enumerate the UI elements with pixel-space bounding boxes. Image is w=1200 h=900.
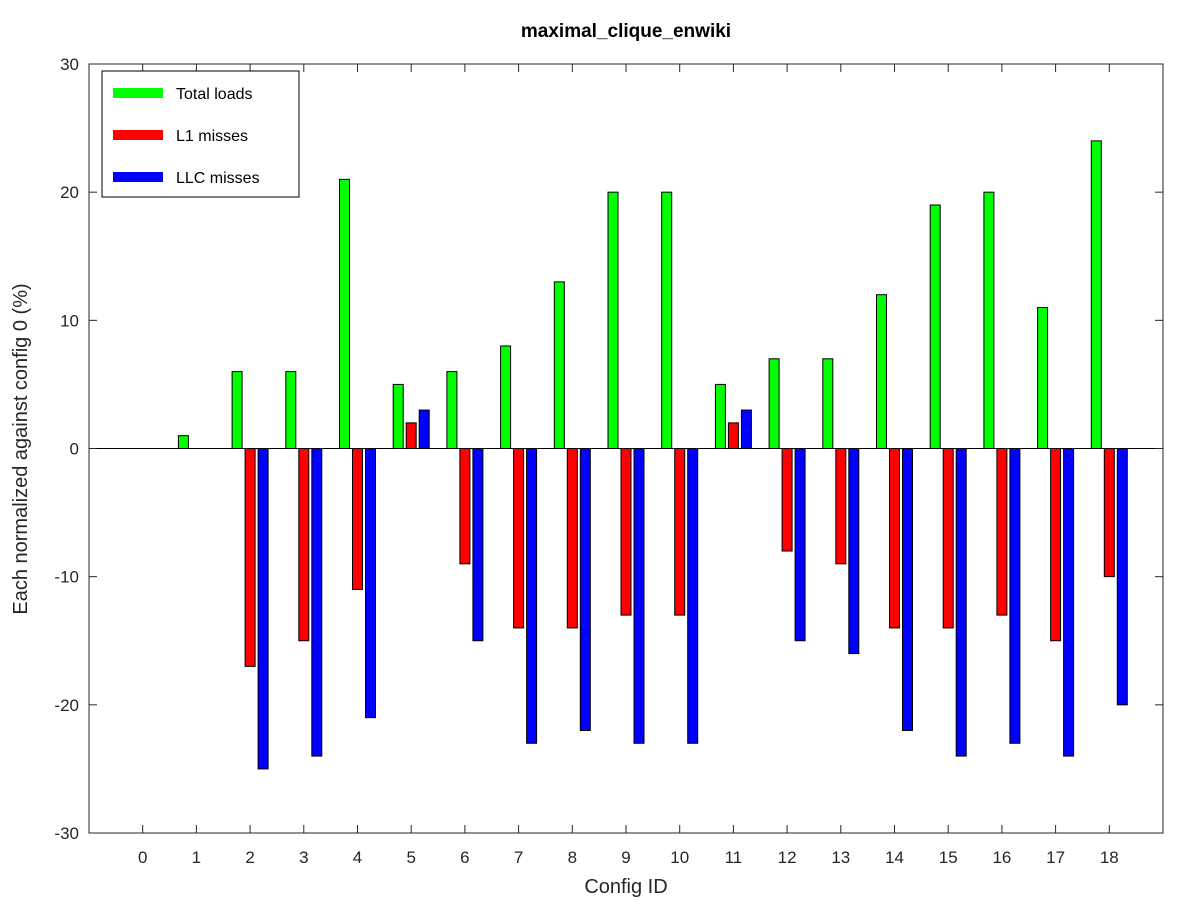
x-axis-label: Config ID bbox=[584, 876, 667, 898]
bar-total-loads-config-11 bbox=[714, 383, 726, 449]
x-tick-label: 16 bbox=[992, 848, 1011, 867]
bar-llc-misses-config-13 bbox=[848, 448, 860, 655]
x-tick-label: 17 bbox=[1046, 848, 1065, 867]
bar-l1-misses-config-5 bbox=[405, 422, 417, 450]
bar-total-loads-config-18 bbox=[1090, 140, 1102, 449]
x-tick-label: 4 bbox=[353, 848, 362, 867]
x-tick-label: 0 bbox=[138, 848, 147, 867]
bar-total-loads-config-13 bbox=[822, 358, 834, 449]
bar-total-loads-config-15 bbox=[929, 204, 941, 449]
bar-llc-misses-config-5 bbox=[418, 409, 430, 449]
x-tick-label: 3 bbox=[299, 848, 308, 867]
chart-title: maximal_clique_enwiki bbox=[521, 21, 731, 42]
bar-llc-misses-config-4 bbox=[365, 448, 376, 719]
bar-l1-misses-config-16 bbox=[996, 448, 1008, 616]
bar-llc-misses-config-18 bbox=[1116, 448, 1128, 706]
x-ticks: 0 1 2 3 4 5 6 7 8 9 10 11 12 13 14 15 16 17 18 bbox=[138, 64, 1119, 867]
bar-llc-misses-config-17 bbox=[1063, 448, 1075, 757]
bar-llc-misses-config-11 bbox=[740, 409, 752, 449]
bar-total-loads-config-3 bbox=[285, 371, 297, 450]
bar-llc-misses-config-2 bbox=[257, 448, 269, 770]
bar-total-loads-config-10 bbox=[661, 191, 673, 450]
x-tick-label: 1 bbox=[192, 848, 201, 867]
bar-l1-misses-config-12 bbox=[781, 448, 793, 552]
bar-total-loads-config-9 bbox=[607, 191, 619, 450]
bar-llc-misses-config-14 bbox=[902, 448, 913, 731]
x-tick-label: 15 bbox=[939, 848, 958, 867]
y-tick-label: 30 bbox=[60, 55, 79, 74]
bar-l1-misses-config-18 bbox=[1103, 448, 1115, 578]
x-tick-label: 5 bbox=[406, 848, 415, 867]
bar-total-loads-config-1 bbox=[177, 435, 189, 449]
bar-total-loads-config-14 bbox=[876, 294, 887, 450]
x-tick-label: 18 bbox=[1100, 848, 1119, 867]
x-tick-label: 14 bbox=[885, 848, 904, 867]
x-tick-label: 7 bbox=[514, 848, 523, 867]
x-tick-label: 13 bbox=[831, 848, 850, 867]
bar-llc-misses-config-10 bbox=[687, 448, 699, 744]
x-tick-label: 8 bbox=[568, 848, 577, 867]
bar-l1-misses-config-7 bbox=[513, 448, 525, 629]
legend-label-l1-misses: L1 misses bbox=[176, 128, 248, 145]
bar-total-loads-config-12 bbox=[768, 358, 780, 449]
y-tick-label: -30 bbox=[54, 824, 79, 843]
x-tick-label: 9 bbox=[621, 848, 630, 867]
bar-l1-misses-config-11 bbox=[727, 422, 739, 450]
bar-l1-misses-config-2 bbox=[244, 448, 256, 667]
bar-l1-misses-config-13 bbox=[835, 448, 847, 565]
bar-llc-misses-config-15 bbox=[955, 448, 967, 757]
y-tick-label: 10 bbox=[60, 311, 79, 330]
x-tick-label: 12 bbox=[778, 848, 797, 867]
bar-total-loads-config-17 bbox=[1037, 307, 1049, 449]
bar-llc-misses-config-9 bbox=[633, 448, 645, 744]
x-tick-label: 10 bbox=[670, 848, 689, 867]
bar-total-loads-config-7 bbox=[500, 345, 512, 450]
bar-l1-misses-config-6 bbox=[459, 448, 471, 565]
legend-swatch-llc-misses bbox=[113, 172, 163, 182]
bar-l1-misses-config-17 bbox=[1050, 448, 1062, 642]
bar-l1-misses-config-15 bbox=[942, 448, 954, 629]
bar-total-loads-config-16 bbox=[983, 191, 995, 450]
bar-l1-misses-config-14 bbox=[889, 448, 900, 629]
legend: Total loads L1 misses LLC misses bbox=[101, 70, 300, 198]
bar-l1-misses-config-8 bbox=[566, 448, 578, 629]
bar-total-loads-config-8 bbox=[553, 281, 565, 449]
y-ticks: -30 -20 -10 0 10 20 30 bbox=[54, 55, 1163, 843]
bar-total-loads-config-2 bbox=[231, 371, 243, 450]
bars bbox=[177, 140, 1128, 770]
y-tick-label: 0 bbox=[70, 440, 79, 459]
y-tick-label: 20 bbox=[60, 183, 79, 202]
bar-llc-misses-config-12 bbox=[794, 448, 806, 642]
bar-llc-misses-config-6 bbox=[472, 448, 484, 642]
legend-swatch-l1-misses bbox=[113, 130, 163, 140]
bar-l1-misses-config-9 bbox=[620, 448, 632, 616]
bar-llc-misses-config-3 bbox=[311, 448, 323, 757]
y-axis-label: Each normalized against config 0 (%) bbox=[10, 283, 32, 614]
bar-llc-misses-config-7 bbox=[526, 448, 538, 744]
legend-label-llc-misses: LLC misses bbox=[176, 170, 260, 187]
legend-swatch-total-loads bbox=[113, 88, 163, 98]
y-tick-label: -20 bbox=[54, 696, 79, 715]
bar-l1-misses-config-10 bbox=[674, 448, 686, 616]
bar-llc-misses-config-16 bbox=[1009, 448, 1021, 744]
x-tick-label: 6 bbox=[460, 848, 469, 867]
bar-l1-misses-config-4 bbox=[352, 448, 363, 590]
bar-total-loads-config-6 bbox=[446, 371, 458, 450]
bar-llc-misses-config-8 bbox=[579, 448, 591, 731]
x-tick-label: 11 bbox=[725, 848, 743, 867]
x-tick-label: 2 bbox=[245, 848, 254, 867]
bar-l1-misses-config-3 bbox=[298, 448, 310, 642]
legend-label-total-loads: Total loads bbox=[176, 86, 253, 103]
bar-total-loads-config-5 bbox=[392, 383, 404, 449]
bar-total-loads-config-4 bbox=[339, 178, 350, 449]
y-tick-label: -10 bbox=[54, 568, 79, 587]
